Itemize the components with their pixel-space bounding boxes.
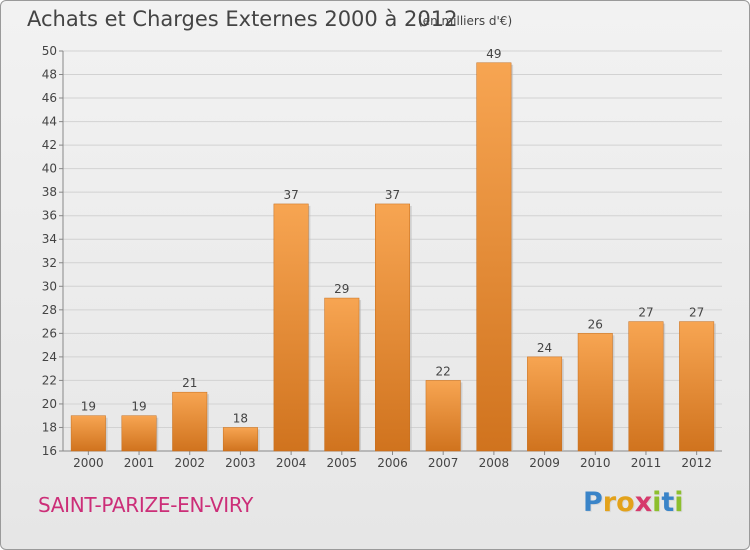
proxiti-logo: Proxiti — [583, 487, 684, 518]
logo-letter: i — [652, 487, 662, 518]
x-tick-label: 2002 — [174, 456, 205, 470]
y-tick-label: 44 — [42, 115, 57, 129]
bar — [121, 415, 157, 452]
x-tick-label: 2012 — [681, 456, 712, 470]
x-tick-label: 2000 — [73, 456, 104, 470]
logo-letter: t — [661, 487, 675, 518]
bar-value-label: 37 — [283, 188, 298, 202]
x-tick-label: 2004 — [276, 456, 307, 470]
bar-value-label: 18 — [233, 411, 248, 425]
bar-value-label: 19 — [131, 400, 146, 414]
bar-value-label: 37 — [385, 188, 400, 202]
y-tick-label: 36 — [42, 209, 57, 223]
logo-letter: P — [583, 487, 603, 518]
bar — [476, 62, 512, 452]
bar — [273, 203, 309, 452]
bar — [425, 380, 461, 452]
chart-title: Achats et Charges Externes 2000 à 2012 — [27, 7, 458, 31]
bar-value-label: 24 — [537, 341, 552, 355]
bar — [628, 321, 664, 452]
y-tick-label: 40 — [42, 162, 57, 176]
bar-value-label: 29 — [334, 282, 349, 296]
y-tick-label: 42 — [42, 138, 57, 152]
y-tick-label: 32 — [42, 256, 57, 270]
bar — [679, 321, 715, 452]
x-tick-label: 2011 — [631, 456, 662, 470]
bar — [577, 333, 613, 452]
x-tick-label: 2008 — [479, 456, 510, 470]
y-tick-label: 30 — [42, 279, 57, 293]
bar — [222, 427, 258, 452]
logo-letter: i — [674, 487, 684, 518]
y-tick-label: 16 — [42, 444, 57, 458]
logo-letter: o — [616, 487, 635, 518]
commune-name: SAINT-PARIZE-EN-VIRY — [38, 493, 254, 517]
bar — [70, 415, 106, 452]
logo-letter: r — [602, 487, 617, 518]
x-tick-label: 2006 — [377, 456, 408, 470]
bar-value-label: 49 — [486, 47, 501, 61]
x-tick-label: 2001 — [124, 456, 155, 470]
y-tick-label: 38 — [42, 185, 57, 199]
bar — [375, 203, 410, 452]
y-tick-label: 48 — [42, 68, 57, 82]
y-tick-label: 24 — [42, 350, 57, 364]
bar — [172, 391, 208, 452]
bar-value-label: 22 — [436, 364, 451, 378]
y-tick-label: 28 — [42, 303, 57, 317]
y-tick-label: 22 — [42, 373, 57, 387]
bar-value-label: 26 — [588, 317, 603, 331]
bar — [527, 356, 563, 452]
y-tick-label: 34 — [42, 232, 57, 246]
bar-value-label: 27 — [689, 306, 704, 320]
x-tick-label: 2005 — [327, 456, 358, 470]
x-tick-label: 2010 — [580, 456, 611, 470]
chart-subtitle: (en milliers d'€) — [418, 14, 513, 28]
bar-value-label: 21 — [182, 376, 197, 390]
y-tick-label: 46 — [42, 91, 57, 105]
bar-value-label: 27 — [638, 306, 653, 320]
x-tick-label: 2007 — [428, 456, 459, 470]
x-tick-label: 2003 — [225, 456, 256, 470]
y-tick-label: 50 — [42, 44, 57, 58]
x-tick-label: 2009 — [529, 456, 560, 470]
bar-value-label: 19 — [81, 400, 96, 414]
y-tick-label: 26 — [42, 326, 57, 340]
logo-letter: x — [634, 487, 653, 518]
bar — [324, 297, 360, 452]
y-tick-label: 18 — [42, 420, 57, 434]
y-tick-label: 20 — [42, 397, 57, 411]
